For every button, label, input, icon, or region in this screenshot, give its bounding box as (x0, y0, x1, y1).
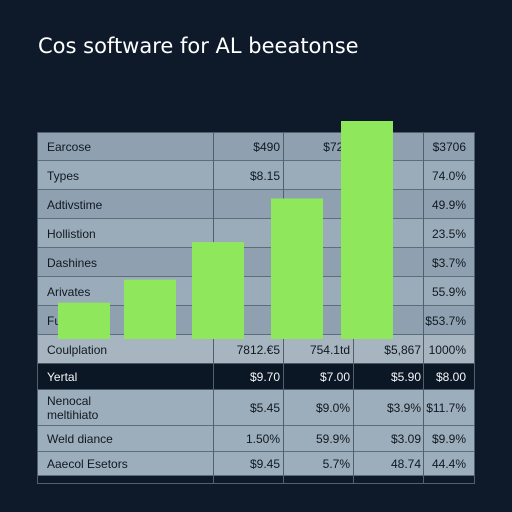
data-table: Earcose $490 $720 $3706 Types $8.15 74.0% Adtiv… (37, 132, 475, 484)
table-cell: $3.09 (390, 432, 421, 446)
table-cell: 48.74 (390, 457, 421, 471)
row-label: Coulplation (47, 343, 108, 357)
row-label: Aaecol Esetors (47, 457, 128, 471)
table-cell: $5.45 (249, 401, 280, 415)
table-cell: 5.7% (322, 457, 350, 471)
row-label: Weld diance (47, 432, 113, 446)
row-label: Yertal (47, 370, 78, 384)
table-cell: 44.4% (431, 457, 466, 471)
table-cell: $9.70 (249, 370, 280, 384)
table-row: Types $8.15 74.0% (37, 161, 475, 190)
table-cell: $9.0% (315, 401, 350, 415)
table-row: Earcose $490 $720 $3706 (37, 132, 475, 161)
table-cell: $8.00 (435, 370, 466, 384)
table-cell: 49.9% (431, 198, 466, 212)
table-cell: $53.7% (425, 314, 466, 328)
summary-row: Aaecol Esetors $9.45 5.7% 48.74 44.4% (37, 452, 475, 476)
row-label: Types (47, 169, 80, 183)
table-cell: 754.1td (309, 343, 350, 357)
summary-row: Nenocal meltihiato $5.45 $9.0% $3.9% $11.7% (37, 390, 475, 426)
table-row: Arivates 55.9% (37, 277, 475, 306)
summary-row: Yertal $9.70 $7.00 $5.90 $8.00 (37, 364, 475, 390)
table-cell: 59.9% (315, 432, 350, 446)
table-cell: $3.9% (386, 401, 421, 415)
page-title: Cos software for AL beeatonse (38, 34, 359, 58)
table-row: Hollistion 23.5% (37, 219, 475, 248)
table-cell: $9.9% (431, 432, 466, 446)
table-cell: 7812.€5 (236, 343, 280, 357)
table-cell: $5,867 (384, 343, 421, 357)
table-cell: 1000% (428, 343, 466, 357)
table-row: Dashines $3.7% (37, 248, 475, 277)
table-cell: $3.7% (431, 256, 466, 270)
summary-row: Weld diance 1.50% 59.9% $3.09 $9.9% (37, 426, 475, 452)
table-cell: $9.45 (249, 457, 280, 471)
row-label: Arivates (47, 285, 91, 299)
table-cell: $8.15 (249, 169, 280, 183)
table-row: Furivates $53.7% (37, 306, 475, 335)
table-cell: $7.00 (319, 370, 350, 384)
summary-row: Coulplation 7812.€5 754.1td $5,867 1000% (37, 335, 475, 364)
row-label: Hollistion (47, 227, 96, 241)
table-cell: $490 (253, 140, 280, 154)
table-cell: $11.7% (426, 401, 466, 415)
table-cell: 74.0% (431, 169, 466, 183)
table-cell: $5.90 (390, 370, 421, 384)
table-cell: 55.9% (431, 285, 466, 299)
table-cell: 23.5% (431, 227, 466, 241)
table-border (37, 132, 475, 484)
row-label: Nenocal meltihiato (47, 394, 99, 422)
table-row: Adtivstime 49.9% (37, 190, 475, 219)
row-label: Earcose (47, 140, 92, 154)
table-cell: $3706 (432, 140, 466, 154)
table-cell: 1.50% (245, 432, 280, 446)
column-divider (423, 132, 424, 484)
row-label: Adtivstime (47, 198, 103, 212)
row-label: Dashines (47, 256, 98, 270)
